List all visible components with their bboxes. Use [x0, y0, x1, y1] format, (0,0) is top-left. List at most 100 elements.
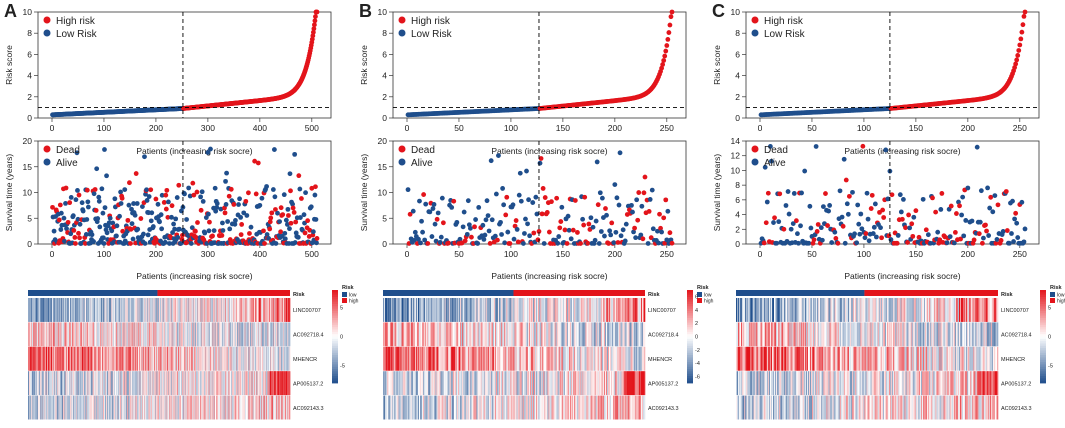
heatmap-cell [112, 298, 114, 322]
heatmap-cell [165, 322, 167, 347]
heatmap-cell [176, 298, 178, 322]
survival-legend-marker [398, 158, 406, 166]
survival-point [224, 170, 229, 176]
survival-point [236, 202, 241, 207]
heatmap-cell [50, 322, 51, 347]
risk-point [310, 29, 316, 35]
scale-gradient-step [332, 350, 338, 354]
heatmap-cell [56, 322, 58, 347]
heatmap-cell [61, 298, 63, 322]
heatmap-cell [55, 298, 57, 322]
risk-point [668, 14, 674, 20]
survival-point [148, 187, 154, 193]
heatmap-cell [254, 298, 255, 322]
survival-point [208, 146, 213, 152]
heatmap-cell [169, 322, 171, 347]
heatmap-cell [278, 298, 279, 322]
heatmap-cell [214, 298, 216, 322]
survival-point [419, 218, 424, 224]
heatmap-cell [134, 322, 136, 347]
heatmap-cell [137, 298, 139, 322]
heatmap-cell [36, 322, 38, 347]
heatmap-cell [261, 298, 263, 322]
heatmap-cell [65, 298, 67, 322]
heatmap-cell [199, 298, 200, 322]
heatmap-cell [170, 298, 172, 322]
survival-point [261, 228, 266, 234]
heatmap-cell [33, 298, 34, 322]
survival-point [555, 240, 561, 246]
heatmap-cell [198, 298, 199, 322]
survival-ytick-label: 20 [378, 136, 388, 146]
survival-point [85, 204, 91, 210]
survival-point [134, 201, 140, 206]
survival-point [171, 221, 176, 227]
heatmap-cell [99, 322, 101, 347]
heatmap-cell [158, 322, 160, 347]
heatmap-cell [144, 298, 146, 322]
heatmap-cell [261, 298, 263, 322]
survival-point [429, 234, 435, 239]
survival-point [593, 218, 599, 224]
heatmap-cell [289, 346, 291, 371]
heatmap-cell [160, 298, 161, 322]
survival-point [623, 221, 629, 227]
heatmap-cell [251, 298, 253, 322]
heatmap-cell [162, 322, 164, 347]
survival-point [76, 192, 82, 198]
survival-point [302, 230, 308, 236]
heatmap-cell [109, 298, 110, 322]
scale-gradient-step [332, 322, 338, 326]
heatmap-cell [157, 298, 159, 322]
heatmap-cell [94, 298, 96, 322]
heatmap-cell [274, 298, 276, 322]
heatmap-cell [272, 298, 273, 322]
heatmap-cell [144, 298, 145, 322]
heatmap-cell [80, 322, 82, 347]
heatmap-cell [62, 298, 64, 322]
heatmap-cell [134, 298, 136, 322]
heatmap-cell [225, 298, 227, 322]
heatmap-cell [63, 298, 65, 322]
heatmap-cell [97, 298, 99, 322]
heatmap-cell [162, 322, 163, 347]
heatmap-cell [281, 298, 283, 322]
heatmap-cell [40, 298, 42, 322]
heatmap-cell [195, 298, 197, 322]
heatmap-cell [214, 298, 216, 322]
heatmap-cell [179, 298, 180, 322]
heatmap-cell [98, 322, 100, 347]
heatmap-cell [92, 322, 94, 347]
heatmap-cell [136, 298, 138, 322]
heatmap-cell [108, 322, 110, 347]
heatmap-cell [167, 322, 169, 347]
heatmap-cell [169, 298, 171, 322]
survival-point [158, 212, 164, 218]
risk-bar-high [513, 290, 645, 296]
survival-point [617, 150, 623, 156]
survival-point [616, 202, 622, 208]
survival-point [493, 191, 499, 197]
heatmap-cell [147, 322, 148, 347]
heatmap-cell [122, 322, 123, 347]
heatmap-cell [76, 322, 78, 347]
survival-point [417, 198, 422, 204]
heatmap-cell [139, 298, 141, 322]
survival-point [244, 213, 250, 218]
heatmap-cell [148, 298, 150, 322]
heatmap-cell [230, 298, 232, 322]
heatmap-cell [59, 298, 61, 322]
risk-ytick-label: 4 [382, 71, 387, 81]
heatmap-cell [125, 298, 126, 322]
survival-point [96, 194, 102, 200]
survival-point [104, 230, 110, 236]
survival-point [172, 226, 178, 232]
survival-point [590, 224, 596, 230]
risk-plot-frame [392, 11, 687, 119]
survival-point [93, 208, 99, 213]
heatmap-cell [202, 298, 203, 322]
heatmap-cell [167, 298, 169, 322]
heatmap-cell [146, 298, 147, 322]
survival-point [102, 205, 108, 211]
heatmap-cell [73, 322, 75, 347]
